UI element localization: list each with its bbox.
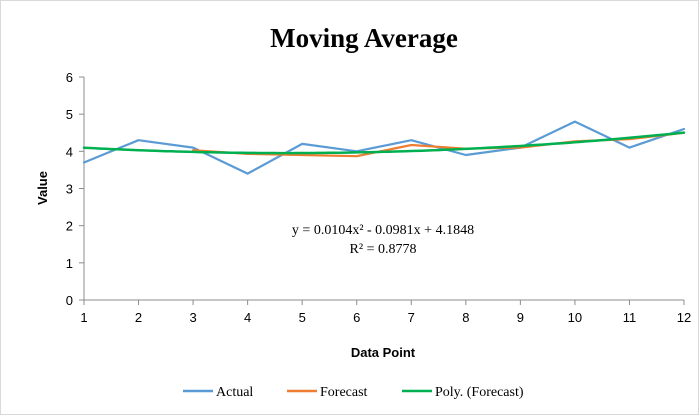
series-line-actual — [82, 120, 686, 175]
axes — [79, 76, 685, 305]
legend-label-actual: Actual — [216, 385, 253, 400]
x-tick-label: 11 — [623, 310, 637, 325]
y-tick-label: 5 — [66, 107, 73, 122]
series-line-poly-forecast — [82, 131, 686, 155]
x-tick-label: 6 — [353, 310, 360, 325]
y-tick-labels: 0 1 2 3 4 5 6 — [66, 70, 73, 308]
legend: Actual Forecast Poly. (Forecast) — [183, 385, 524, 400]
x-tick-label: 7 — [408, 310, 415, 325]
x-tick-label: 10 — [568, 310, 582, 325]
y-tick-label: 3 — [66, 182, 73, 197]
trendline-r-squared: R² = 0.8778 — [350, 242, 417, 257]
y-tick-label: 0 — [66, 293, 73, 308]
x-tick-label: 8 — [462, 310, 469, 325]
y-axis-title: Value — [35, 171, 50, 205]
y-tick-label: 6 — [66, 70, 73, 85]
x-tick-label: 5 — [299, 310, 306, 325]
trendline-equation: y = 0.0104x² - 0.0981x + 4.1848 — [292, 223, 474, 238]
series-layer — [82, 120, 686, 175]
x-axis-title: Data Point — [351, 345, 416, 360]
x-tick-label: 1 — [80, 310, 87, 325]
x-tick-label: 3 — [189, 310, 196, 325]
legend-label-forecast: Forecast — [320, 385, 368, 400]
x-tick-label: 12 — [677, 310, 691, 325]
x-tick-labels: 1 2 3 4 5 6 7 8 9 10 11 12 — [80, 310, 691, 325]
y-tick-label: 1 — [66, 256, 73, 271]
chart-title: Moving Average — [270, 23, 458, 53]
y-tick-label: 4 — [66, 144, 73, 159]
legend-label-poly-forecast: Poly. (Forecast) — [435, 385, 524, 400]
x-tick-label: 4 — [244, 310, 251, 325]
x-tick-label: 2 — [135, 310, 142, 325]
y-tick-label: 2 — [66, 219, 73, 234]
x-tick-label: 9 — [517, 310, 524, 325]
